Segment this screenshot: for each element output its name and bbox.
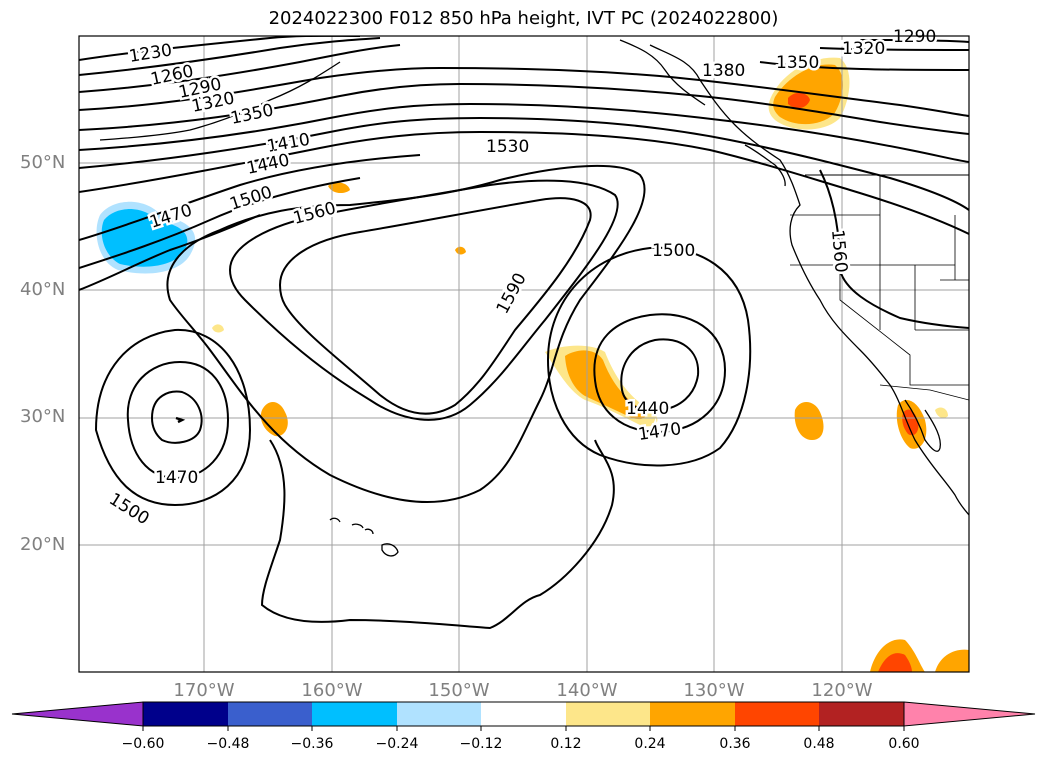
contour-1470-west xyxy=(79,154,421,241)
low-center-mark xyxy=(175,416,186,424)
us-state-borders xyxy=(790,175,969,386)
contour-1560-high xyxy=(228,179,619,421)
colorbar-tick-marks xyxy=(142,726,905,731)
contour-1530-high xyxy=(166,164,646,503)
contour-label: 1320 xyxy=(842,39,885,59)
contour-label: 1440 xyxy=(626,399,669,419)
contour-1500-south xyxy=(260,439,615,630)
colorbar-extend-high xyxy=(903,701,1036,727)
contour-label: 1380 xyxy=(702,61,745,81)
contour-1380 xyxy=(79,102,969,163)
hawaii-islands xyxy=(329,517,374,535)
contour-1500-low-west xyxy=(94,328,252,507)
contour-label: 1470 xyxy=(155,468,198,488)
colorbar-tick-label: 0.12 xyxy=(550,736,582,752)
colorbar-segment xyxy=(566,702,650,726)
colorbar-tick-label: −0.60 xyxy=(121,736,165,752)
positive-anomaly-subtropical-core xyxy=(565,350,646,420)
contour-label: 1500 xyxy=(652,241,695,261)
colorbar-segment xyxy=(312,702,397,726)
contour-1470-low xyxy=(593,313,727,434)
positive-anomaly-small xyxy=(212,324,224,333)
contour-label: 1350 xyxy=(229,100,275,129)
lon-label-160w: 160°W xyxy=(301,680,363,701)
positive-anomaly-bc-max xyxy=(788,92,810,109)
lon-label-120w: 120°W xyxy=(811,680,873,701)
mexico-border xyxy=(879,384,969,401)
lon-label-170w: 170°W xyxy=(173,680,235,701)
lat-label-40n: 40°N xyxy=(20,279,66,300)
contour-1290 xyxy=(79,44,401,93)
colorbar-segment xyxy=(143,702,228,726)
contour-1230 xyxy=(79,36,360,61)
coastlines xyxy=(99,39,969,557)
positive-anomaly-small xyxy=(455,246,466,255)
positive-anomaly-small xyxy=(794,401,824,440)
positive-anomaly-small xyxy=(260,401,288,437)
colorbar xyxy=(11,701,1036,731)
contour-label: 1350 xyxy=(776,53,819,73)
contour-1320-east xyxy=(819,47,969,51)
positive-anomaly-small xyxy=(935,407,948,418)
colorbar-tick-label: −0.12 xyxy=(459,736,503,752)
positive-anomaly-small xyxy=(328,182,350,194)
colorbar-tick-label: 0.24 xyxy=(634,736,666,752)
contour-label: 1590 xyxy=(493,270,531,318)
lat-label-30n: 30°N xyxy=(20,406,66,427)
colorbar-segment xyxy=(819,702,904,726)
positive-anomaly-southeast xyxy=(935,649,969,672)
contour-1560-coast xyxy=(819,169,969,329)
vancouver-island xyxy=(744,144,786,187)
contour-label: 1230 xyxy=(128,40,174,67)
height-contours xyxy=(79,36,969,630)
hawaii-big-island xyxy=(381,543,399,557)
north-america-coast xyxy=(649,44,969,516)
contour-1500-west xyxy=(79,177,361,269)
lat-label-50n: 50°N xyxy=(20,152,66,173)
colorbar-tick-label: −0.24 xyxy=(375,736,419,752)
contour-1590-high xyxy=(278,197,592,415)
colorbar-tick-label: 0.48 xyxy=(803,736,835,752)
contour-1260 xyxy=(79,37,381,76)
contour-1320 xyxy=(79,66,969,117)
colorbar-extend-low xyxy=(11,701,144,727)
lon-label-150w: 150°W xyxy=(428,680,490,701)
contour-1440-low xyxy=(620,338,700,412)
contour-label: 1530 xyxy=(486,137,529,157)
contour-1470-low-west xyxy=(126,360,230,480)
colorbar-segment xyxy=(228,702,312,726)
positive-anomaly-southeast-core xyxy=(878,653,912,672)
colorbar-tick-label: 0.60 xyxy=(888,736,920,752)
lon-label-140w: 140°W xyxy=(556,680,618,701)
contour-label: 1440 xyxy=(245,150,291,179)
map-frame xyxy=(78,35,970,673)
contour-label: 1290 xyxy=(893,27,936,47)
contour-1410 xyxy=(79,116,969,211)
contour-label: 1500 xyxy=(105,489,152,529)
colorbar-segment xyxy=(481,702,566,726)
baja-peninsula xyxy=(904,399,941,452)
lon-label-130w: 130°W xyxy=(683,680,745,701)
alaska-peninsula xyxy=(99,61,341,141)
colorbar-segment xyxy=(650,702,735,726)
contour-1440 xyxy=(79,130,969,235)
contour-label: 1560 xyxy=(827,229,851,274)
contour-1530-west xyxy=(79,214,261,291)
colorbar-tick-label: 0.36 xyxy=(719,736,751,752)
lat-label-20n: 20°N xyxy=(20,534,66,555)
contour-1440-low-west xyxy=(150,390,203,444)
colorbar-tick-label: −0.36 xyxy=(290,736,334,752)
contour-1350 xyxy=(79,82,969,135)
map-title: 2024022300 F012 850 hPa height, IVT PC (… xyxy=(268,8,779,29)
colorbar-tick-label: −0.48 xyxy=(206,736,250,752)
contour-1290-east xyxy=(859,39,969,43)
colorbar-frame xyxy=(142,701,905,727)
colorbar-segment xyxy=(735,702,819,726)
colorbar-segment xyxy=(397,702,481,726)
contour-1350-east xyxy=(759,61,969,71)
contour-1500-low xyxy=(546,246,752,467)
contour-label: 1560 xyxy=(291,198,338,229)
positive-anomaly-bc-core xyxy=(773,64,843,125)
